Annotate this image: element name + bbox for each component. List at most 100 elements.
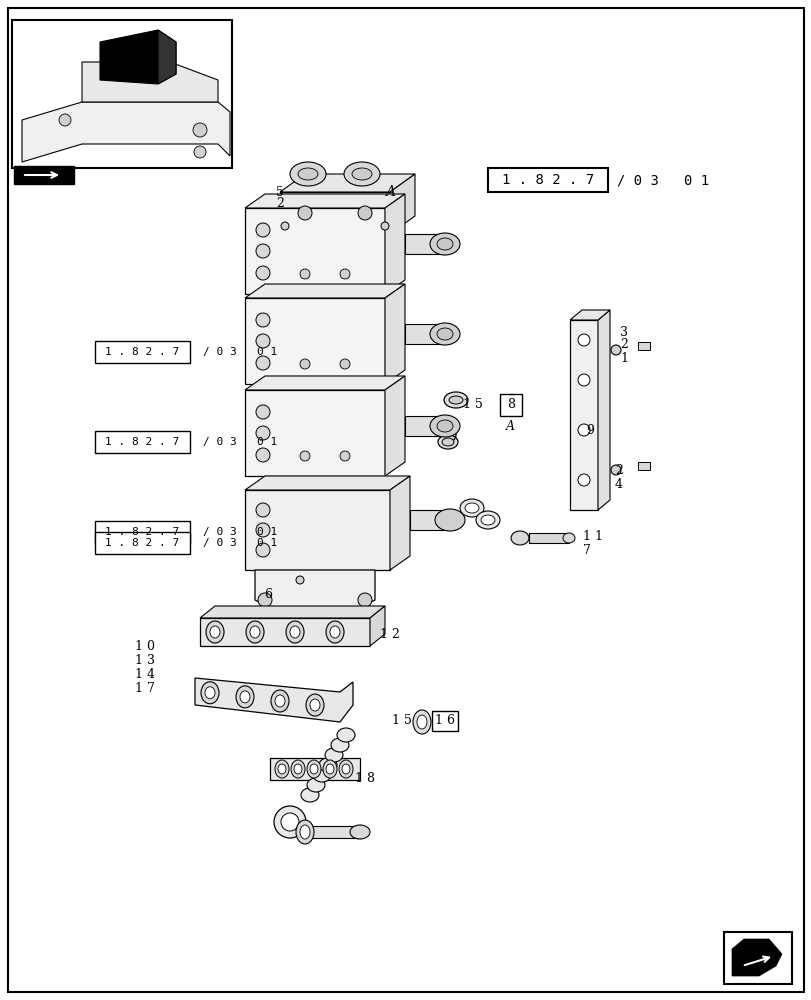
Bar (487, 168, 607, 192)
Ellipse shape (290, 626, 299, 638)
Text: 6: 6 (264, 587, 272, 600)
Circle shape (194, 146, 206, 158)
Ellipse shape (312, 768, 331, 782)
Text: 1 3: 1 3 (135, 654, 155, 666)
Text: / 0 3   0 1: / 0 3 0 1 (203, 538, 277, 548)
Bar (405, 324, 444, 344)
Text: 1: 1 (620, 352, 627, 364)
Circle shape (577, 374, 590, 386)
Ellipse shape (277, 764, 285, 774)
Text: 3: 3 (620, 326, 627, 338)
Polygon shape (731, 939, 781, 976)
Ellipse shape (331, 738, 349, 752)
Circle shape (340, 359, 350, 369)
Text: A: A (505, 420, 514, 432)
Circle shape (255, 244, 270, 258)
Text: 1 4: 1 4 (135, 668, 155, 680)
Ellipse shape (436, 238, 453, 250)
Circle shape (258, 593, 272, 607)
Circle shape (577, 424, 590, 436)
Text: 7: 7 (582, 544, 590, 556)
Ellipse shape (204, 687, 215, 699)
Text: 2: 2 (276, 197, 284, 210)
Ellipse shape (444, 392, 467, 408)
Polygon shape (389, 476, 410, 570)
Circle shape (255, 503, 270, 517)
Polygon shape (389, 174, 414, 234)
Text: 1 2: 1 2 (380, 628, 400, 640)
Ellipse shape (206, 621, 224, 643)
Bar (723, 932, 791, 984)
Ellipse shape (310, 699, 320, 711)
Ellipse shape (271, 690, 289, 712)
Ellipse shape (436, 420, 453, 432)
Ellipse shape (417, 715, 427, 729)
Ellipse shape (338, 760, 353, 778)
Bar (14, 166, 74, 184)
Circle shape (255, 266, 270, 280)
Text: 1 7: 1 7 (135, 682, 155, 694)
Text: 5: 5 (276, 186, 284, 199)
Ellipse shape (323, 760, 337, 778)
Text: 1 6: 1 6 (435, 714, 454, 727)
Polygon shape (569, 310, 609, 320)
Bar (431, 711, 457, 731)
Ellipse shape (337, 728, 354, 742)
Ellipse shape (236, 686, 254, 708)
Circle shape (281, 813, 298, 831)
Bar (637, 462, 649, 470)
Text: / 0 3   0 1: / 0 3 0 1 (203, 437, 277, 447)
Circle shape (255, 448, 270, 462)
Circle shape (273, 806, 306, 838)
Ellipse shape (324, 748, 342, 762)
Ellipse shape (329, 626, 340, 638)
Text: 1 . 8 2 . 7: 1 . 8 2 . 7 (105, 538, 179, 548)
Ellipse shape (307, 778, 324, 792)
Bar (299, 826, 359, 838)
Bar (569, 320, 597, 510)
Polygon shape (82, 62, 217, 102)
Circle shape (577, 334, 590, 346)
Ellipse shape (510, 531, 528, 545)
Bar (410, 510, 449, 530)
Polygon shape (370, 606, 384, 646)
Ellipse shape (435, 509, 465, 531)
Circle shape (255, 313, 270, 327)
Bar (405, 234, 444, 254)
Polygon shape (597, 310, 609, 510)
Polygon shape (100, 30, 176, 84)
Circle shape (358, 206, 371, 220)
Ellipse shape (275, 760, 289, 778)
Bar (245, 390, 384, 476)
Polygon shape (245, 476, 410, 490)
Ellipse shape (325, 621, 344, 643)
Circle shape (299, 269, 310, 279)
Circle shape (255, 223, 270, 237)
Polygon shape (280, 174, 414, 192)
Ellipse shape (319, 758, 337, 772)
Bar (280, 192, 389, 234)
Ellipse shape (475, 511, 500, 529)
Bar (245, 298, 384, 384)
Ellipse shape (298, 168, 318, 180)
Circle shape (610, 465, 620, 475)
Polygon shape (245, 376, 405, 390)
Ellipse shape (437, 435, 457, 449)
Circle shape (298, 206, 311, 220)
Polygon shape (245, 284, 405, 298)
Ellipse shape (344, 162, 380, 186)
Bar (200, 618, 370, 646)
Ellipse shape (413, 710, 431, 734)
Bar (95, 521, 190, 543)
Bar (95, 341, 190, 363)
Polygon shape (255, 570, 375, 615)
Polygon shape (195, 678, 353, 722)
Polygon shape (22, 102, 230, 162)
Text: 2: 2 (620, 338, 627, 352)
Ellipse shape (307, 760, 320, 778)
Ellipse shape (306, 694, 324, 716)
Ellipse shape (341, 764, 350, 774)
Ellipse shape (460, 499, 483, 517)
Text: 4: 4 (614, 479, 622, 491)
Bar (12, 20, 232, 168)
